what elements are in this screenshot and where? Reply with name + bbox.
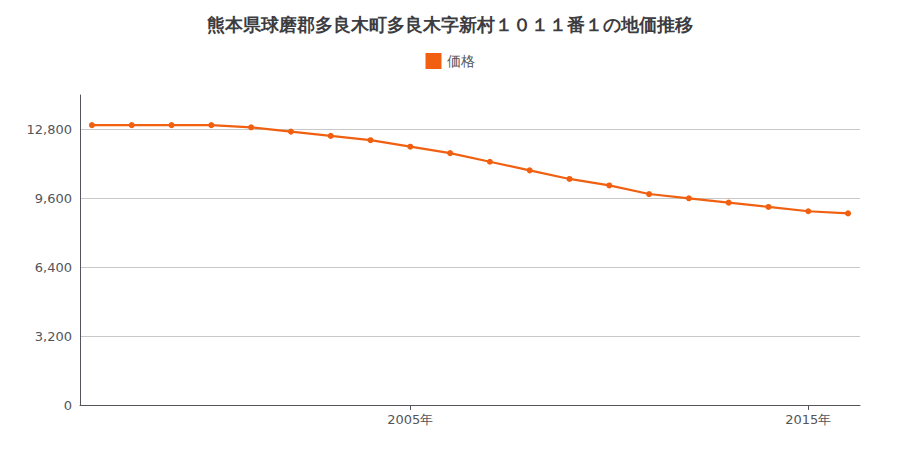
svg-text:12,800: 12,800 — [27, 122, 73, 137]
svg-text:2015年: 2015年 — [785, 412, 831, 427]
svg-text:0: 0 — [64, 398, 72, 413]
svg-text:価格: 価格 — [447, 53, 475, 69]
svg-text:熊本県球磨郡多良木町多良木字新村１０１１番１の地価推移: 熊本県球磨郡多良木町多良木字新村１０１１番１の地価推移 — [207, 14, 693, 35]
svg-text:2005年: 2005年 — [387, 412, 433, 427]
svg-text:6,400: 6,400 — [35, 260, 72, 275]
svg-text:3,200: 3,200 — [35, 329, 72, 344]
svg-text:9,600: 9,600 — [35, 191, 72, 206]
